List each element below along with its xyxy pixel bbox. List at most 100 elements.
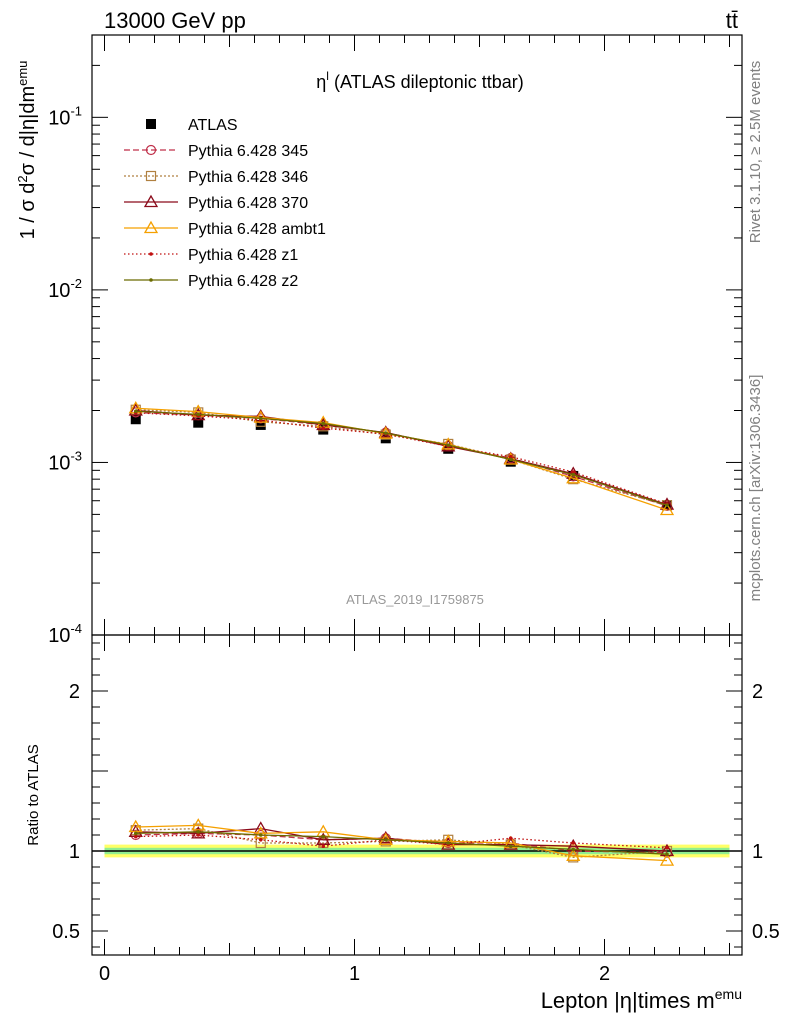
legend-label: ATLAS (188, 117, 238, 134)
ratio-point (258, 833, 263, 837)
data-point (508, 454, 513, 459)
data-point (193, 417, 204, 428)
y-tick-label-exp: -2 (70, 276, 82, 291)
data-point (321, 426, 326, 430)
legend-marker (145, 144, 157, 156)
data-point (253, 410, 268, 423)
ratio-axes: 0 1 2 0.5 0.5 1 1 2 2 (52, 635, 780, 985)
data-point (508, 457, 513, 462)
series-atlas (130, 414, 672, 511)
legend-marker (149, 252, 153, 256)
ratio-ylabel: Ratio to ATLAS (25, 744, 42, 845)
y-tick-label-exp: -1 (70, 103, 82, 118)
ratio-point (191, 826, 206, 839)
data-point (196, 412, 201, 417)
x-tick-label: 0 (99, 963, 110, 985)
series-pythia-6-428-346 (130, 404, 673, 511)
ratio-point (321, 844, 326, 848)
y-tick-label-exp: -4 (70, 621, 82, 636)
ratio-point (665, 852, 669, 856)
y-tick-label: 2 (69, 681, 80, 703)
y-tick-label-base: 10 (48, 107, 70, 129)
ratio-point (191, 818, 206, 831)
y-tick-label-base: 10 (48, 625, 70, 647)
ratio-point (665, 846, 669, 850)
x-tick-label: 1 (349, 963, 360, 985)
legend-label: Pythia 6.428 z2 (188, 273, 298, 290)
data-point (128, 403, 143, 416)
y-tick-label: 0.5 (52, 921, 80, 943)
x-tick-label: 2 (599, 963, 610, 985)
ratio-point (133, 831, 138, 836)
ratio-point (571, 841, 576, 845)
data-point (571, 472, 576, 477)
series-line (135, 410, 668, 506)
series-line (135, 412, 668, 505)
data-point (383, 431, 388, 435)
y-tick-label-exp: -3 (70, 448, 82, 463)
ratio-band (92, 844, 742, 858)
series-line (135, 409, 668, 506)
y-tick-label: 10-3 (48, 448, 82, 474)
legend-entry-atlas: ATLAS (146, 117, 238, 134)
y-tick-label-right: 0.5 (752, 921, 780, 943)
legend-entry-pythia-6-428-ambt1: Pythia 6.428 ambt1 (124, 220, 326, 238)
legend-label: Pythia 6.428 ambt1 (188, 221, 326, 238)
main-axes: 10-410-310-210-1 (48, 35, 742, 647)
data-point (441, 437, 456, 450)
process-label: tt̄ (726, 8, 738, 33)
ratio-point (659, 853, 675, 866)
series-line (135, 407, 668, 511)
y-tick-label-right: 1 (752, 841, 763, 863)
main-series (128, 400, 675, 516)
main-ylabel: 1 / σ d2σ / d|η|dmemu (15, 61, 39, 240)
series-pythia-6-428-ambt1 (128, 400, 675, 516)
ratio-frame (91, 634, 743, 956)
legend-marker (146, 119, 156, 129)
legend-label: Pythia 6.428 345 (188, 143, 308, 160)
title-rest: (ATLAS dileptonic ttbar) (329, 72, 524, 92)
ratio-point (321, 834, 326, 839)
title-eta-sup: l (326, 69, 329, 83)
analysis-watermark: ATLAS_2019_I1759875 (346, 592, 484, 607)
data-point (566, 470, 581, 484)
legend-marker (143, 194, 159, 208)
data-point (665, 503, 669, 508)
chart-title: ηl (ATLAS dileptonic ttbar) (316, 69, 523, 92)
series-pythia-6-428-370 (128, 403, 675, 510)
series-pythia-6-428-345 (130, 407, 673, 511)
ratio-series (128, 818, 675, 866)
y-tick-label: 10-2 (48, 276, 82, 302)
xlabel: Lepton |η|times memu (541, 986, 742, 1013)
legend-marker (145, 170, 157, 182)
series-line (135, 409, 668, 506)
legend-label: Pythia 6.428 346 (188, 169, 308, 186)
ratio-point (508, 836, 513, 840)
ratio-point (196, 833, 201, 837)
data-point (571, 470, 576, 474)
ratio-point (196, 830, 201, 834)
data-point (446, 443, 451, 447)
ratio-series-pythia-6-428-z2 (133, 830, 669, 856)
ratio-point (383, 838, 388, 842)
ratio-point (128, 819, 143, 833)
ratio-point (258, 838, 263, 842)
mcplots-label: mcplots.cern.ch [arXiv:1306.3436] (747, 375, 764, 602)
ratio-point (133, 834, 138, 839)
data-point (659, 502, 675, 516)
y-tick-label: 10-1 (48, 103, 82, 129)
y-tick-label-right: 2 (752, 681, 763, 703)
ratio-point (316, 832, 331, 845)
legend-label: Pythia 6.428 z1 (188, 247, 298, 264)
data-point (133, 409, 138, 414)
ratio-point (571, 847, 576, 852)
series-pythia-6-428-z2 (133, 409, 669, 508)
y-tick-label-base: 10 (48, 280, 70, 302)
ratio-series-pythia-6-428-ambt1 (128, 818, 675, 866)
ratio-point (446, 841, 451, 845)
legend-marker (143, 220, 159, 234)
data-point (255, 419, 266, 430)
ratio-point (566, 848, 581, 861)
y-tick-label-base: 10 (48, 452, 70, 474)
